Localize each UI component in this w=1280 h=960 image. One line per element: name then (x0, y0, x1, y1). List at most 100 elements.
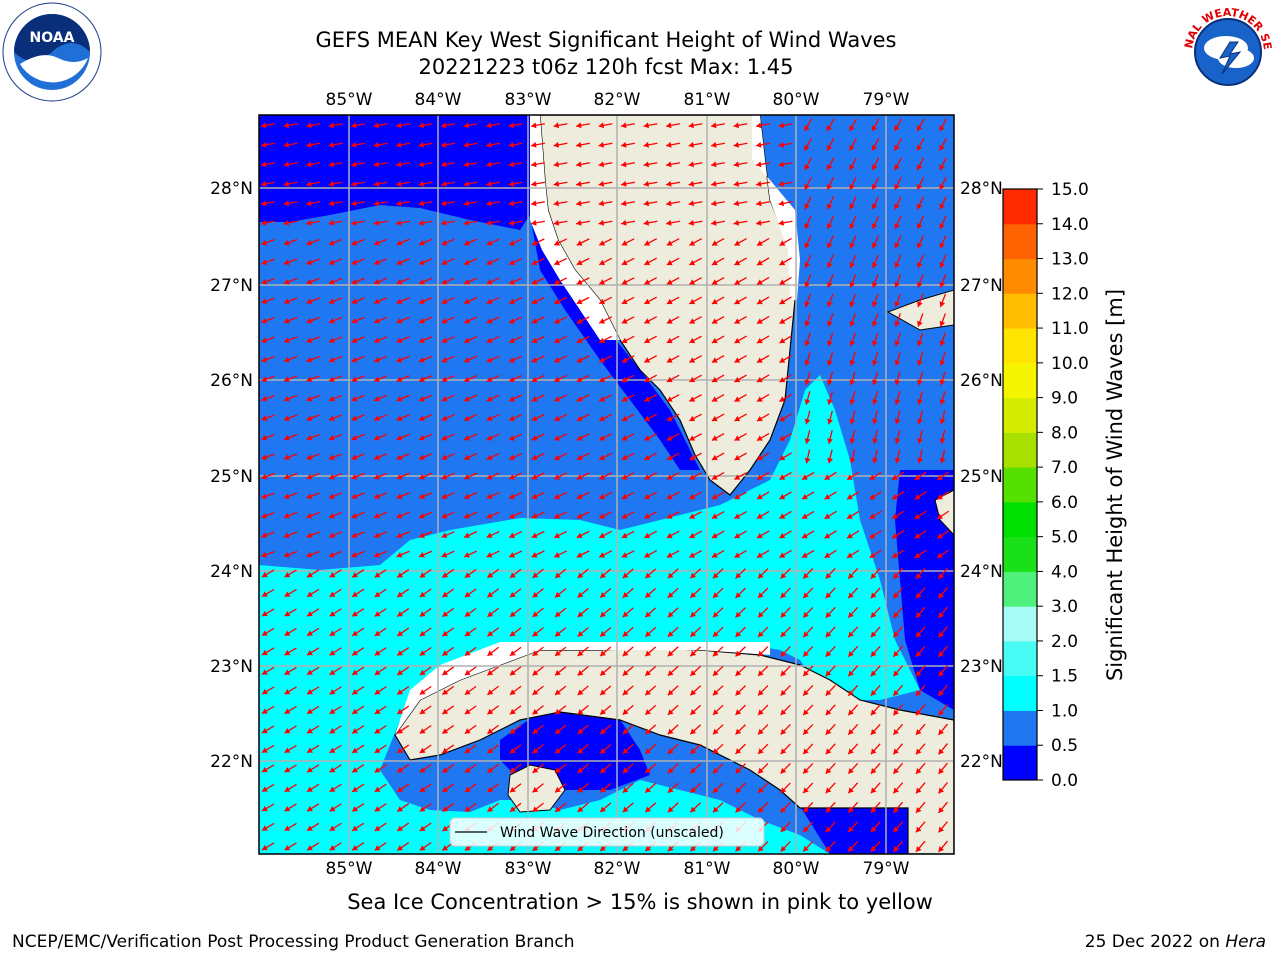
arrow-head (894, 418, 901, 425)
arrow-head (532, 591, 539, 598)
arrow-head (825, 631, 832, 638)
arrow-head (621, 318, 628, 324)
arrow-head (734, 493, 741, 500)
lon-label-top: 82°W (594, 90, 641, 110)
arrow-head (734, 279, 741, 285)
arrow-head (801, 493, 808, 500)
arrow-head (645, 631, 652, 637)
arrow-head (916, 125, 923, 132)
arrow-head (329, 572, 336, 578)
arrow-head (531, 474, 538, 480)
arrow-head (712, 689, 719, 696)
arrow-head (374, 767, 381, 773)
arrow-head (441, 298, 448, 305)
arrow-head (849, 125, 855, 132)
arrow-head (870, 670, 877, 677)
arrow-head (464, 493, 470, 500)
arrow-head (598, 122, 605, 129)
arrow-head (712, 767, 719, 774)
arrow-head (374, 512, 380, 519)
arrow-head (600, 728, 606, 735)
arrow-head (600, 689, 606, 696)
arrow-head (645, 650, 652, 657)
arrow-head (780, 806, 787, 813)
arrow-head (735, 806, 742, 813)
lat-label-right: 22°N (960, 752, 1003, 772)
arrow-head (306, 376, 313, 383)
arrow-head (645, 748, 652, 754)
arrow-head (329, 728, 336, 734)
arrow-head (621, 200, 627, 207)
arrow-head (689, 298, 696, 305)
arrow-head (576, 259, 583, 266)
arrow-head (780, 670, 787, 677)
arrow-head (306, 337, 313, 344)
colorbar-segment (1003, 362, 1037, 399)
arrow-head (666, 141, 672, 148)
arrow-head (892, 494, 898, 500)
colorbar-tick-label: 11.0 (1051, 319, 1089, 339)
arrow-head (306, 434, 313, 441)
arrow-head (621, 552, 628, 558)
arrow-head (870, 631, 877, 638)
arrow-head (758, 689, 764, 696)
colorbar-segment (1003, 501, 1037, 538)
arrow-head (938, 846, 945, 852)
arrow-head (849, 281, 856, 288)
arrow-head (871, 164, 878, 171)
arrow-head (306, 298, 313, 305)
arrow-head (283, 278, 290, 285)
arrow-head (555, 806, 561, 812)
arrow-head (644, 474, 651, 480)
arrow-head (374, 747, 381, 753)
lon-label-top: 81°W (684, 90, 731, 110)
arrow-head (915, 670, 922, 677)
arrow-head (397, 825, 404, 831)
arrow-head (937, 474, 943, 480)
colorbar-segment (1003, 258, 1037, 294)
arrow-head (532, 611, 539, 617)
arrow-head (893, 670, 899, 677)
arrow-head (577, 630, 584, 637)
arrow-head (600, 670, 606, 676)
arrow-head (577, 767, 584, 773)
colorbar-tick-label: 1.0 (1051, 701, 1078, 721)
arrow-head (848, 592, 854, 599)
arrow-head (283, 551, 290, 558)
arrow-head (396, 180, 402, 187)
arrow-head (283, 239, 290, 246)
arrow-head (307, 786, 313, 792)
arrow-head (576, 415, 583, 422)
arrow-head (667, 689, 674, 696)
arrow-head (351, 356, 358, 363)
arrow-head (735, 767, 742, 774)
arrow-head (351, 415, 358, 422)
arrow-head (758, 787, 764, 793)
arrow-head (938, 612, 945, 618)
arrow-head (894, 125, 900, 132)
arrow-head (803, 689, 809, 696)
arrow-head (509, 298, 515, 305)
arrow-head (666, 219, 672, 226)
lon-label-top: 85°W (326, 90, 373, 110)
arrow-head (803, 670, 809, 677)
arrow-head (689, 493, 696, 500)
arrow-head (917, 379, 923, 386)
arrow-head (576, 532, 583, 539)
arrow-head (576, 493, 583, 500)
arrow-head (531, 513, 538, 519)
arrow-head (531, 376, 538, 383)
arrow-head (689, 474, 696, 480)
arrow-head (735, 611, 742, 618)
arrow-head (688, 200, 695, 207)
arrow-head (554, 552, 561, 558)
arrow-head (600, 787, 606, 793)
arrow-head (870, 729, 877, 735)
arrow-head (666, 240, 673, 246)
arrow-head (600, 650, 606, 657)
arrow-head (690, 748, 697, 754)
arrow-head (915, 807, 922, 813)
arrow-head (872, 379, 878, 386)
arrow-head (599, 415, 606, 422)
arrow-head (778, 219, 785, 226)
